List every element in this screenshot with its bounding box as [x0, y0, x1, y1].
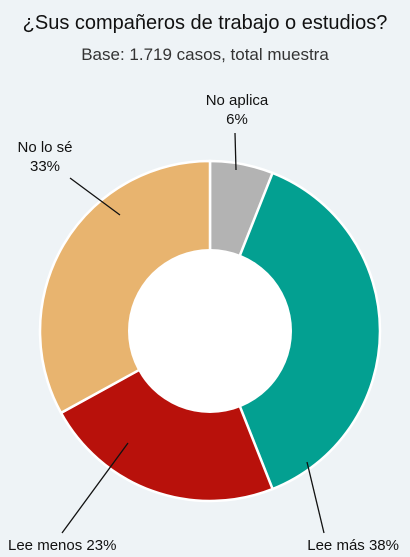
donut-hole	[128, 249, 292, 413]
chart-subtitle: Base: 1.719 casos, total muestra	[81, 45, 329, 64]
leader-line-lee-mas	[306, 461, 325, 534]
slice-value-lee-mas: 38%	[369, 537, 399, 554]
slice-label-lee-mas-name: Lee más	[307, 537, 365, 554]
slice-value-no-aplica: 6%	[226, 111, 248, 128]
slice-label-lee-mas: Lee más 38%	[307, 537, 399, 554]
leader-line-lee-menos	[61, 442, 129, 534]
chart-title: ¿Sus compañeros de trabajo o estudios?	[22, 12, 388, 34]
slice-label-lee-menos-name: Lee menos	[8, 537, 82, 554]
slice-value-no-lo-se: 33%	[30, 158, 60, 175]
slice-label-no-aplica: No aplica	[206, 92, 269, 109]
leader-line-no-lo-se	[69, 177, 121, 216]
slice-lee-mas	[208, 171, 382, 491]
slice-value-lee-menos: 23%	[86, 537, 116, 554]
leader-line-no-aplica	[234, 132, 237, 171]
slice-label-no-lo-se: No lo sé	[17, 139, 72, 156]
slice-label-lee-menos: Lee menos 23%	[8, 537, 116, 554]
